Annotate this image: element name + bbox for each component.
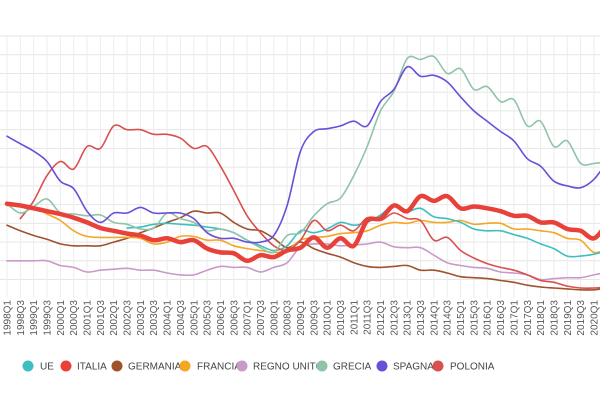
x-tick-label: 2012Q3 [389,300,400,336]
legend-swatch [432,360,444,372]
x-tick-label: 2012Q1 [376,300,387,336]
x-tick-label: 2005Q1 [189,300,200,336]
legend-item-germania[interactable]: GERMANIA [111,360,182,373]
x-tick-label: 2000Q3 [69,300,80,336]
legend-swatch [111,360,123,372]
x-tick-label: 2013Q1 [403,300,414,336]
legend-swatch [60,360,72,372]
x-tick-label: 2018Q3 [549,300,560,336]
x-tick-label: 2016Q3 [496,300,507,336]
series-line-spagna [6,65,600,244]
legend-label: GRECIA [333,362,372,373]
x-tick-label: 2001Q1 [83,300,94,336]
legend-item-francia[interactable]: FRANCIA [179,360,242,373]
legend-swatch [316,360,328,372]
legend-item-regno-unito[interactable]: REGNO UNITO [236,360,324,373]
legend-swatch [376,360,388,372]
x-tick-label: 1998Q1 [3,300,14,336]
x-tick-label: 2003Q1 [136,300,147,336]
legend-item-ue[interactable]: UE [22,360,55,373]
legend-item-italia[interactable]: ITALIA [60,360,108,373]
x-tick-label: 2010Q3 [336,300,347,336]
x-tick-label: 2008Q1 [269,300,280,336]
x-tick-label: 2006Q3 [229,300,240,336]
legend-label: GERMANIA [128,362,182,373]
legend-label: FRANCIA [197,362,241,373]
x-tick-label: 2020Q1 [589,300,600,336]
x-tick-label: 2014Q3 [443,300,454,336]
legend-swatch [22,360,34,372]
legend-swatch [236,360,248,372]
legend-item-grecia[interactable]: GRECIA [316,360,372,373]
series-line-italia [4,193,600,264]
x-tick-label: 2013Q3 [416,300,427,336]
x-tick-label: 2018Q1 [536,300,547,336]
legend-item-spagna[interactable]: SPAGNA [376,360,435,373]
x-tick-label: 2009Q1 [296,300,307,336]
legend-swatch [179,360,191,372]
legend-item-polonia[interactable]: POLONIA [432,360,495,373]
legend-label: SPAGNA [393,362,434,373]
x-tick-label: 2002Q1 [109,300,120,336]
x-tick-label: 2007Q3 [256,300,267,336]
legend: UE ITALIA GERMANIA FRANCIA REGNO UNITO GRECIA… [22,360,495,373]
x-tick-label: 2004Q1 [163,300,174,336]
x-tick-label: 2016Q1 [483,300,494,336]
x-tick-label: 2009Q3 [309,300,320,336]
x-tick-label: 2011Q1 [349,300,360,335]
x-tick-label: 2015Q1 [456,300,467,336]
series-line-polonia [19,124,600,289]
x-tick-label: 2010Q1 [323,300,334,336]
x-tick-label: 2017Q3 [523,300,534,336]
legend-label: ITALIA [77,362,107,373]
series-lines [4,55,600,291]
x-tick-label: 2003Q3 [149,300,160,336]
x-tick-label: 2005Q3 [203,300,214,336]
x-tick-label: 2011Q3 [363,300,374,335]
legend-label: UE [40,362,54,373]
x-tick-label: 2017Q1 [509,300,520,336]
x-tick-label: 2001Q3 [96,300,107,336]
x-tick-label: 2002Q3 [123,300,134,336]
x-tick-label: 1999Q1 [29,300,40,336]
series-line-francia [6,204,600,254]
x-tick-label: 1999Q3 [43,300,54,336]
x-tick-label: 2019Q1 [563,300,574,336]
x-tick-label: 2004Q3 [176,300,187,336]
grid [0,35,600,298]
x-tick-label: 2015Q3 [469,300,480,336]
x-tick-label: 1998Q3 [16,300,27,336]
x-tick-label: 2007Q1 [243,300,254,336]
x-tick-label: 2008Q3 [283,300,294,336]
x-tick-label: 2014Q1 [429,300,440,336]
x-tick-label: 2019Q3 [576,300,587,336]
x-tick-label: 2000Q1 [56,300,67,336]
x-axis-ticks: 1998Q1 1998Q3 1999Q1 1999Q3 2000Q1 2000Q3 2001… [3,300,600,336]
x-tick-label: 2006Q1 [216,300,227,336]
legend-label: REGNO UNITO [253,362,324,373]
legend-label: POLONIA [450,362,495,373]
